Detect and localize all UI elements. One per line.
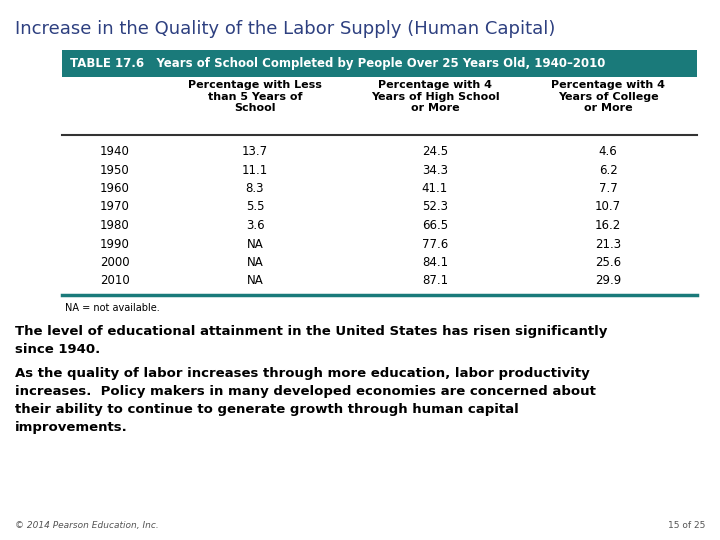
Text: Percentage with 4
Years of High School
or More: Percentage with 4 Years of High School o… <box>371 80 499 113</box>
Text: 16.2: 16.2 <box>595 219 621 232</box>
Text: 1940: 1940 <box>100 145 130 158</box>
Text: 2000: 2000 <box>100 256 130 269</box>
Text: 3.6: 3.6 <box>246 219 264 232</box>
Text: 10.7: 10.7 <box>595 200 621 213</box>
Text: NA: NA <box>247 256 264 269</box>
Text: 29.9: 29.9 <box>595 274 621 287</box>
Text: 6.2: 6.2 <box>598 164 617 177</box>
Text: The level of educational attainment in the United States has risen significantly: The level of educational attainment in t… <box>15 325 608 356</box>
Text: 1990: 1990 <box>100 238 130 251</box>
Text: 52.3: 52.3 <box>422 200 448 213</box>
Text: 13.7: 13.7 <box>242 145 268 158</box>
Text: Increase in the Quality of the Labor Supply (Human Capital): Increase in the Quality of the Labor Sup… <box>15 20 555 38</box>
Text: 24.5: 24.5 <box>422 145 448 158</box>
Text: 2010: 2010 <box>100 274 130 287</box>
Text: NA = not available.: NA = not available. <box>65 303 160 313</box>
Text: 66.5: 66.5 <box>422 219 448 232</box>
Text: © 2014 Pearson Education, Inc.: © 2014 Pearson Education, Inc. <box>15 521 158 530</box>
FancyBboxPatch shape <box>62 50 697 77</box>
Text: 5.5: 5.5 <box>246 200 264 213</box>
Text: 1970: 1970 <box>100 200 130 213</box>
Text: 1950: 1950 <box>100 164 130 177</box>
Text: 8.3: 8.3 <box>246 182 264 195</box>
Text: 25.6: 25.6 <box>595 256 621 269</box>
Text: NA: NA <box>247 238 264 251</box>
Text: 34.3: 34.3 <box>422 164 448 177</box>
Text: 7.7: 7.7 <box>598 182 617 195</box>
Text: 84.1: 84.1 <box>422 256 448 269</box>
Text: Percentage with Less
than 5 Years of
School: Percentage with Less than 5 Years of Sch… <box>188 80 322 113</box>
Text: 87.1: 87.1 <box>422 274 448 287</box>
Text: 1960: 1960 <box>100 182 130 195</box>
Text: 4.6: 4.6 <box>598 145 617 158</box>
Text: As the quality of labor increases through more education, labor productivity
inc: As the quality of labor increases throug… <box>15 367 596 434</box>
Text: NA: NA <box>247 274 264 287</box>
Text: 77.6: 77.6 <box>422 238 448 251</box>
Text: 1980: 1980 <box>100 219 130 232</box>
Text: 21.3: 21.3 <box>595 238 621 251</box>
Text: TABLE 17.6   Years of School Completed by People Over 25 Years Old, 1940–2010: TABLE 17.6 Years of School Completed by … <box>70 57 606 70</box>
Text: 15 of 25: 15 of 25 <box>667 521 705 530</box>
Text: Percentage with 4
Years of College
or More: Percentage with 4 Years of College or Mo… <box>551 80 665 113</box>
Text: 41.1: 41.1 <box>422 182 448 195</box>
Text: 11.1: 11.1 <box>242 164 268 177</box>
